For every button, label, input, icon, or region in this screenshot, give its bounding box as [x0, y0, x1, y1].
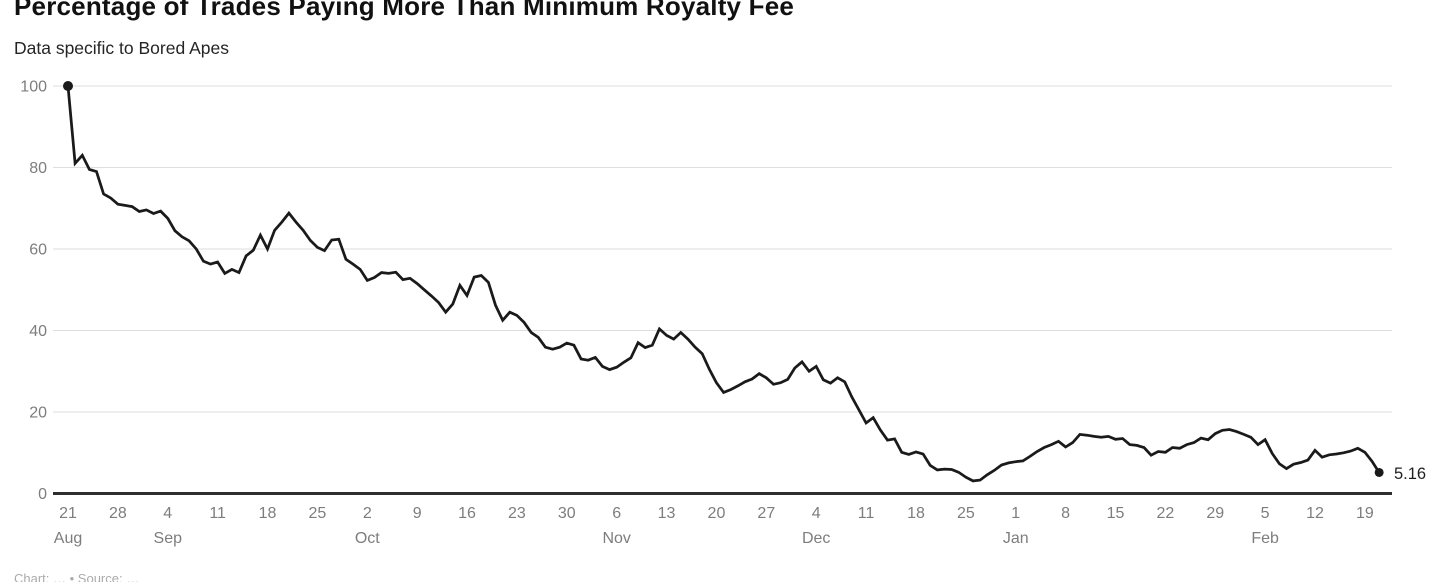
month-label: Jan	[1003, 530, 1029, 547]
x-tick-label: 6	[612, 505, 621, 522]
x-tick-label: 8	[1061, 505, 1070, 522]
x-tick-label: 12	[1306, 505, 1324, 522]
footer-credit: Chart: … • Source: …	[14, 571, 140, 582]
x-tick-label: 1	[1011, 505, 1020, 522]
x-tick-label: 5	[1261, 505, 1270, 522]
x-tick-label: 22	[1156, 505, 1174, 522]
month-label: Dec	[802, 530, 830, 547]
end-dot	[1374, 467, 1384, 477]
x-tick-label: 11	[858, 505, 875, 522]
y-axis-label: 100	[20, 79, 47, 96]
x-tick-label: 4	[163, 505, 172, 522]
y-axis-label: 40	[29, 323, 47, 340]
x-tick-label: 20	[708, 505, 726, 522]
chart-subtitle: Data specific to Bored Apes	[14, 38, 229, 58]
month-label: Oct	[355, 530, 380, 547]
x-tick-label: 29	[1206, 505, 1224, 522]
x-tick-label: 30	[558, 505, 576, 522]
month-label: Sep	[154, 530, 183, 547]
month-label: Nov	[602, 530, 630, 547]
x-tick-label: 25	[957, 505, 975, 522]
x-tick-label: 18	[907, 505, 925, 522]
x-tick-label: 9	[413, 505, 422, 522]
y-axis-label: 80	[29, 160, 47, 177]
x-tick-label: 28	[109, 505, 127, 522]
y-axis-label: 20	[29, 405, 47, 422]
x-tick-label: 13	[658, 505, 676, 522]
x-tick-label: 23	[508, 505, 526, 522]
x-tick-label: 4	[812, 505, 821, 522]
end-value-label: 5.16	[1394, 465, 1427, 483]
x-tick-label: 15	[1107, 505, 1125, 522]
x-tick-label: 25	[309, 505, 327, 522]
x-tick-label: 2	[363, 505, 372, 522]
y-axis-label: 60	[29, 242, 47, 259]
x-tick-label: 21	[59, 505, 77, 522]
x-tick-label: 19	[1356, 505, 1374, 522]
month-label: Feb	[1251, 530, 1279, 547]
month-label: Aug	[54, 530, 82, 547]
y-axis-label: 0	[38, 486, 47, 503]
x-tick-label: 27	[757, 505, 775, 522]
start-dot	[63, 81, 73, 91]
series-line	[66, 84, 1381, 483]
x-tick-label: 11	[209, 505, 226, 522]
x-tick-label: 18	[259, 505, 277, 522]
page-title: Percentage of Trades Paying More Than Mi…	[14, 0, 795, 21]
x-tick-label: 16	[458, 505, 476, 522]
